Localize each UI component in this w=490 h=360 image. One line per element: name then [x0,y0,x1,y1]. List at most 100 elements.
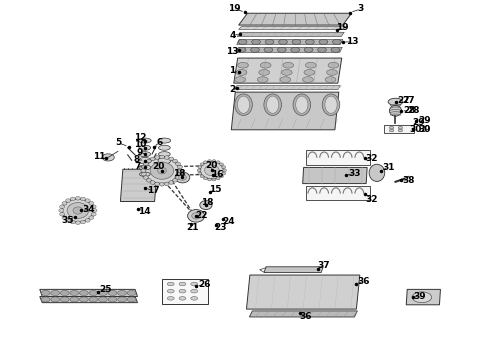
Ellipse shape [102,154,114,161]
Text: 20: 20 [152,162,164,171]
Ellipse shape [306,40,314,44]
Ellipse shape [265,40,274,44]
Ellipse shape [325,96,337,113]
Ellipse shape [200,175,204,178]
Text: 25: 25 [99,285,112,294]
Ellipse shape [167,282,174,286]
Text: 26: 26 [198,280,211,289]
Ellipse shape [188,210,205,222]
Text: 32: 32 [366,154,378,163]
Ellipse shape [70,291,79,296]
Ellipse shape [159,145,170,150]
Ellipse shape [172,179,177,182]
Polygon shape [264,267,323,273]
Ellipse shape [322,94,340,116]
Text: 17: 17 [147,186,159,195]
Ellipse shape [172,159,177,163]
Polygon shape [40,289,138,297]
Text: 18: 18 [201,198,214,207]
Text: 19: 19 [228,4,241,13]
Polygon shape [239,27,345,30]
Text: 14: 14 [138,207,150,216]
Ellipse shape [212,178,216,181]
Text: 9: 9 [137,148,143,157]
Ellipse shape [398,129,403,132]
Ellipse shape [277,47,286,52]
Polygon shape [234,58,342,83]
Ellipse shape [67,203,89,219]
Ellipse shape [158,157,171,164]
Ellipse shape [203,177,207,180]
Ellipse shape [155,182,160,186]
Ellipse shape [147,159,151,163]
Ellipse shape [293,94,311,116]
Ellipse shape [291,47,299,52]
Ellipse shape [259,69,270,75]
Ellipse shape [66,199,71,202]
Polygon shape [236,47,342,52]
Ellipse shape [85,199,90,202]
Text: 34: 34 [82,205,95,214]
Ellipse shape [79,297,88,302]
Ellipse shape [89,202,94,205]
Ellipse shape [208,160,212,163]
Text: 19: 19 [337,23,349,32]
Ellipse shape [62,202,67,205]
Text: 20: 20 [206,161,218,170]
Ellipse shape [305,62,316,68]
Ellipse shape [200,163,204,166]
Ellipse shape [327,69,337,75]
Ellipse shape [197,169,201,172]
Text: 36: 36 [299,312,312,321]
Ellipse shape [328,62,339,68]
Ellipse shape [144,176,148,179]
Ellipse shape [280,77,291,82]
Ellipse shape [264,47,273,52]
Ellipse shape [89,216,94,220]
Ellipse shape [91,205,96,208]
Ellipse shape [175,162,180,166]
Polygon shape [249,311,357,317]
Text: 18: 18 [173,169,186,178]
Text: 13: 13 [226,47,239,56]
Ellipse shape [302,77,313,82]
Text: 1: 1 [229,66,235,75]
Ellipse shape [169,181,173,184]
Text: 5: 5 [115,138,121,147]
Ellipse shape [279,40,287,44]
Ellipse shape [142,172,147,176]
Ellipse shape [139,157,151,164]
Ellipse shape [150,162,173,179]
Ellipse shape [257,77,268,82]
Ellipse shape [164,156,169,159]
Ellipse shape [159,172,170,176]
Ellipse shape [59,209,64,212]
Text: 21: 21 [187,223,199,232]
Ellipse shape [60,205,65,208]
Polygon shape [246,275,360,309]
Ellipse shape [60,212,65,216]
Ellipse shape [235,77,245,82]
Ellipse shape [140,172,150,176]
Ellipse shape [292,40,301,44]
Ellipse shape [198,166,202,168]
Text: 13: 13 [346,37,359,46]
Text: 3: 3 [358,4,364,13]
Ellipse shape [89,297,98,302]
Ellipse shape [71,220,75,224]
Ellipse shape [216,177,220,180]
Ellipse shape [283,62,294,68]
Text: 27: 27 [397,96,410,105]
Ellipse shape [167,297,174,300]
Ellipse shape [164,182,169,186]
Ellipse shape [220,175,223,178]
Ellipse shape [159,152,170,157]
Ellipse shape [203,161,207,164]
Ellipse shape [147,179,151,182]
Ellipse shape [192,213,200,219]
Ellipse shape [398,126,403,129]
Ellipse shape [319,40,328,44]
Ellipse shape [179,282,186,286]
Ellipse shape [92,209,97,212]
Text: 36: 36 [357,277,369,286]
